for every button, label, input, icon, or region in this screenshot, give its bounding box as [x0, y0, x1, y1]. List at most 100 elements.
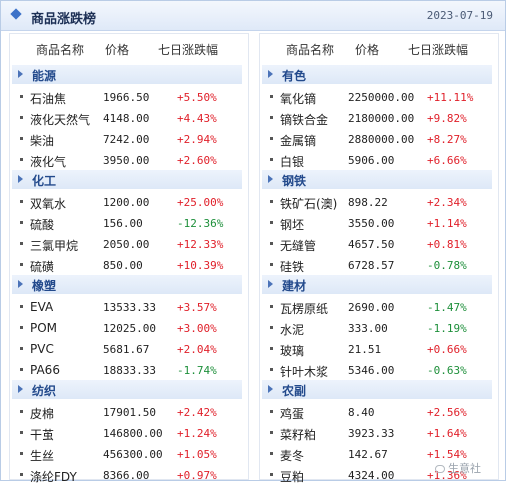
commodity-name[interactable]: POM — [30, 321, 58, 335]
commodity-price: 21.51 — [348, 343, 382, 356]
commodity-name[interactable]: 镝铁合金 — [280, 113, 329, 127]
category-header[interactable]: 钢铁 — [262, 170, 492, 189]
commodity-name[interactable]: 麦冬 — [280, 449, 305, 463]
commodity-row[interactable]: 铁矿石(澳) 898.22 +2.34% — [260, 191, 498, 212]
commodity-price: 142.67 — [348, 448, 388, 461]
commodity-price: 4148.00 — [103, 112, 150, 125]
commodity-row[interactable]: 石油焦 1966.50 +5.50% — [10, 86, 248, 107]
commodity-price: 3923.33 — [348, 427, 395, 440]
commodity-row[interactable]: 无缝管 4657.50 +0.81% — [260, 233, 498, 254]
commodity-price: 3550.00 — [348, 217, 395, 230]
commodity-row[interactable]: 双氧水 1200.00 +25.00% — [10, 191, 248, 212]
commodity-name[interactable]: 三氯甲烷 — [30, 239, 79, 253]
commodity-name[interactable]: 硫酸 — [30, 218, 55, 232]
category-header[interactable]: 化工 — [12, 170, 242, 189]
commodity-name[interactable]: 硅铁 — [280, 260, 305, 274]
commodity-row[interactable]: 液化天然气 4148.00 +4.43% — [10, 107, 248, 128]
commodity-row[interactable]: PVC 5681.67 +2.04% — [10, 338, 248, 359]
commodity-name[interactable]: 柴油 — [30, 134, 55, 148]
commodity-row[interactable]: 鸡蛋 8.40 +2.56% — [260, 401, 498, 422]
category-name: 有色 — [282, 69, 307, 83]
commodity-name[interactable]: 铁矿石(澳) — [280, 197, 338, 211]
commodity-row[interactable]: 皮棉 17901.50 +2.42% — [10, 401, 248, 422]
commodity-row[interactable]: 镝铁合金 2180000.00 +9.82% — [260, 107, 498, 128]
commodity-name[interactable]: EVA — [30, 300, 54, 314]
commodity-name[interactable]: 氧化镝 — [280, 92, 317, 106]
bullet-icon — [270, 410, 273, 413]
commodity-name[interactable]: 豆粕 — [280, 470, 305, 484]
commodity-name[interactable]: 金属镝 — [280, 134, 317, 148]
category-section: 有色氧化镝 2250000.00 +11.11% 镝铁合金 2180000.00 +9.8… — [260, 65, 498, 170]
commodity-name[interactable]: 钢坯 — [280, 218, 305, 232]
commodity-row[interactable]: 金属镝 2880000.00 +8.27% — [260, 128, 498, 149]
commodity-row[interactable]: 硅铁 6728.57 -0.78% — [260, 254, 498, 275]
commodity-name[interactable]: PVC — [30, 342, 54, 356]
commodity-row[interactable]: 硫酸 156.00 -12.36% — [10, 212, 248, 233]
category-section: 化工 双氧水 1200.00 +25.00% 硫酸 156.00 -12.36% 三氯甲烷 20… — [10, 170, 248, 275]
triangle-right-icon — [18, 175, 23, 183]
commodity-price: 1200.00 — [103, 196, 150, 209]
commodity-name[interactable]: 菜籽粕 — [280, 428, 317, 442]
commodity-change: +2.34% — [427, 196, 467, 209]
commodity-row[interactable]: 硫磺 850.00 +10.39% — [10, 254, 248, 275]
commodity-row[interactable]: 涤纶FDY 8366.00 +0.97% — [10, 464, 248, 485]
commodity-name[interactable]: 无缝管 — [280, 239, 317, 253]
commodity-price: 3950.00 — [103, 154, 150, 167]
commodity-name[interactable]: 水泥 — [280, 323, 305, 337]
commodity-change: -1.74% — [177, 364, 217, 377]
commodity-change: +1.14% — [427, 217, 467, 230]
bullet-icon — [270, 263, 273, 266]
category-header[interactable]: 纺织 — [12, 380, 242, 399]
commodity-row[interactable]: EVA 13533.33 +3.57% — [10, 296, 248, 317]
commodity-row[interactable]: 氧化镝 2250000.00 +11.11% — [260, 86, 498, 107]
commodity-name[interactable]: 双氧水 — [30, 197, 67, 211]
bullet-icon — [20, 431, 23, 434]
commodity-row[interactable]: 水泥 333.00 -1.19% — [260, 317, 498, 338]
commodity-name[interactable]: PA66 — [30, 363, 60, 377]
commodity-row[interactable]: 白银 5906.00 +6.66% — [260, 149, 498, 170]
commodity-row[interactable]: PA66 18833.33 -1.74% — [10, 359, 248, 380]
bullet-icon — [270, 137, 273, 140]
commodity-row[interactable]: 液化气 3950.00 +2.60% — [10, 149, 248, 170]
commodity-name[interactable]: 液化天然气 — [30, 113, 91, 127]
category-header[interactable]: 农副 — [262, 380, 492, 399]
commodity-name[interactable]: 针叶木浆 — [280, 365, 329, 379]
commodity-row[interactable]: 柴油 7242.00 +2.94% — [10, 128, 248, 149]
widget-title: 商品涨跌榜 — [31, 12, 97, 27]
commodity-name[interactable]: 生丝 — [30, 449, 55, 463]
commodity-name[interactable]: 瓦楞原纸 — [280, 302, 329, 316]
commodity-name[interactable]: 皮棉 — [30, 407, 55, 421]
commodity-name[interactable]: 鸡蛋 — [280, 407, 305, 421]
triangle-right-icon — [268, 70, 273, 78]
commodity-name[interactable]: 玻璃 — [280, 344, 305, 358]
column-change-header: 七日涨跌幅 — [408, 43, 469, 57]
commodity-price: 4657.50 — [348, 238, 395, 251]
commodity-row[interactable]: POM 12025.00 +3.00% — [10, 317, 248, 338]
commodity-name[interactable]: 石油焦 — [30, 92, 67, 106]
commodity-row[interactable]: 干茧 146800.00 +1.24% — [10, 422, 248, 443]
commodity-change: +10.39% — [177, 259, 224, 272]
category-header[interactable]: 建材 — [262, 275, 492, 294]
commodity-name[interactable]: 白银 — [280, 155, 305, 169]
bullet-icon — [20, 242, 23, 245]
category-name: 能源 — [32, 69, 57, 83]
bullet-icon — [20, 452, 23, 455]
commodity-row[interactable]: 生丝 456300.00 +1.05% — [10, 443, 248, 464]
commodity-row[interactable]: 玻璃 21.51 +0.66% — [260, 338, 498, 359]
category-header[interactable]: 有色 — [262, 65, 492, 84]
commodity-name[interactable]: 硫磺 — [30, 260, 55, 274]
commodity-name[interactable]: 液化气 — [30, 155, 67, 169]
commodity-name[interactable]: 涤纶FDY — [30, 470, 77, 484]
commodity-row[interactable]: 瓦楞原纸 2690.00 -1.47% — [260, 296, 498, 317]
commodity-price: 850.00 — [103, 259, 143, 272]
category-header[interactable]: 橡塑 — [12, 275, 242, 294]
bullet-icon — [270, 452, 273, 455]
commodity-row[interactable]: 钢坯 3550.00 +1.14% — [260, 212, 498, 233]
commodity-row[interactable]: 麦冬 142.67 +1.54% — [260, 443, 498, 464]
commodity-name[interactable]: 干茧 — [30, 428, 55, 442]
category-header[interactable]: 能源 — [12, 65, 242, 84]
commodity-row[interactable]: 三氯甲烷 2050.00 +12.33% — [10, 233, 248, 254]
commodity-row[interactable]: 菜籽粕 3923.33 +1.64% — [260, 422, 498, 443]
commodity-price: 156.00 — [103, 217, 143, 230]
commodity-row[interactable]: 针叶木浆 5346.00 -0.63% — [260, 359, 498, 380]
